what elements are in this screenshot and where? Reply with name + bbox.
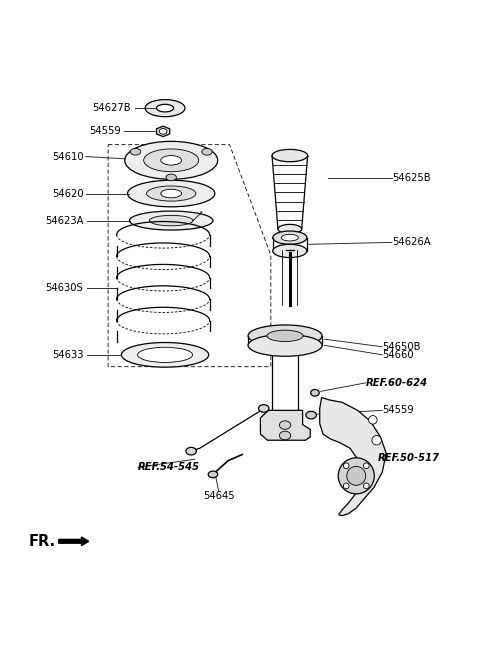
Polygon shape [320, 397, 386, 516]
FancyArrow shape [59, 537, 89, 546]
Text: 54620: 54620 [52, 189, 84, 198]
Text: 54626A: 54626A [392, 237, 431, 248]
Ellipse shape [272, 150, 308, 162]
Text: REF.60-624: REF.60-624 [366, 378, 428, 388]
Ellipse shape [372, 435, 382, 445]
Ellipse shape [343, 463, 349, 469]
Ellipse shape [125, 141, 218, 179]
Text: FR.: FR. [29, 534, 56, 549]
Ellipse shape [166, 174, 177, 181]
Ellipse shape [281, 235, 299, 241]
Ellipse shape [159, 128, 167, 134]
Text: 54645: 54645 [203, 491, 234, 501]
Ellipse shape [273, 244, 307, 257]
Text: 54630S: 54630S [46, 283, 84, 294]
Polygon shape [156, 126, 170, 137]
Ellipse shape [267, 330, 303, 341]
Ellipse shape [363, 463, 369, 469]
Ellipse shape [248, 325, 322, 347]
Ellipse shape [311, 389, 319, 396]
Ellipse shape [248, 334, 322, 356]
Ellipse shape [338, 457, 374, 494]
Ellipse shape [347, 467, 366, 485]
Ellipse shape [130, 211, 213, 230]
Ellipse shape [146, 186, 196, 201]
Text: 54633: 54633 [52, 350, 84, 360]
Ellipse shape [306, 411, 316, 419]
Text: 54559: 54559 [90, 126, 121, 136]
Ellipse shape [259, 404, 269, 412]
Text: 54625B: 54625B [392, 173, 431, 183]
Text: 54660: 54660 [383, 350, 414, 360]
Ellipse shape [156, 104, 174, 112]
Text: 54650B: 54650B [383, 341, 421, 352]
Text: 54559: 54559 [383, 406, 414, 415]
Ellipse shape [128, 180, 215, 207]
Ellipse shape [202, 148, 212, 155]
Ellipse shape [144, 149, 199, 172]
Ellipse shape [278, 224, 301, 234]
Ellipse shape [145, 100, 185, 117]
Ellipse shape [208, 471, 218, 478]
Ellipse shape [130, 148, 141, 155]
Ellipse shape [149, 215, 193, 226]
Ellipse shape [161, 189, 181, 198]
Text: REF.54-545: REF.54-545 [138, 462, 200, 472]
Ellipse shape [343, 483, 349, 489]
Ellipse shape [363, 483, 369, 489]
Text: REF.50-517: REF.50-517 [378, 453, 440, 463]
Ellipse shape [121, 343, 209, 367]
Ellipse shape [186, 447, 196, 455]
Text: 54610: 54610 [52, 152, 84, 161]
Ellipse shape [279, 431, 291, 440]
Ellipse shape [161, 156, 181, 165]
Ellipse shape [137, 347, 192, 362]
Ellipse shape [273, 231, 307, 244]
Ellipse shape [279, 421, 291, 430]
Ellipse shape [369, 415, 377, 424]
Text: 54627B: 54627B [92, 103, 131, 113]
Polygon shape [261, 410, 310, 440]
Text: 54623A: 54623A [45, 216, 84, 226]
